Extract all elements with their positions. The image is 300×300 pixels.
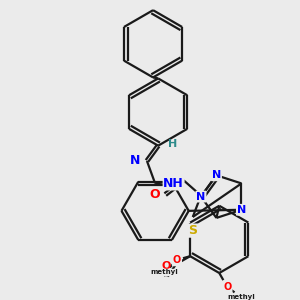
Text: O: O xyxy=(150,188,160,201)
Text: N: N xyxy=(196,192,206,202)
Text: O: O xyxy=(223,282,232,292)
Text: O: O xyxy=(173,255,181,265)
Text: methyl: methyl xyxy=(151,269,178,275)
Text: N: N xyxy=(237,205,246,215)
Text: NH: NH xyxy=(163,177,184,190)
Text: O: O xyxy=(161,261,171,272)
Text: methyl: methyl xyxy=(164,275,169,277)
Text: methyl: methyl xyxy=(228,294,256,300)
Text: N: N xyxy=(129,154,140,167)
Text: N: N xyxy=(212,170,221,180)
Text: S: S xyxy=(188,224,197,237)
Text: H: H xyxy=(168,139,178,148)
